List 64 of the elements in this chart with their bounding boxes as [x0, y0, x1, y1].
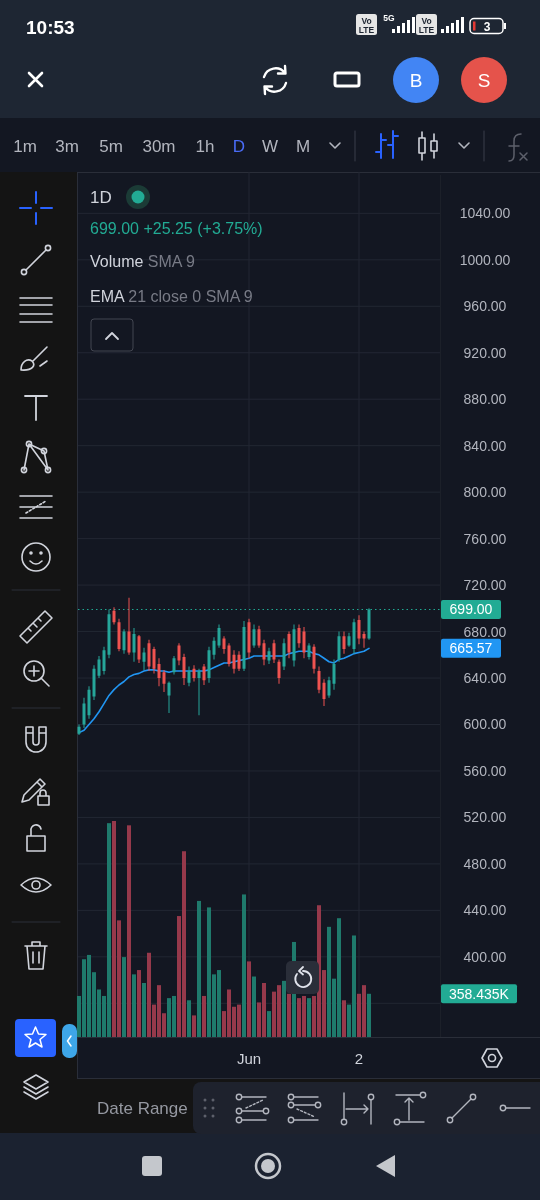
y-tick-label: 960.00: [463, 298, 507, 315]
text: 665.57: [449, 640, 493, 657]
y-tick-label: 520.00: [463, 809, 507, 826]
text: 1m: [13, 136, 37, 156]
text: S: [477, 69, 491, 91]
text: 3: [483, 19, 491, 34]
text: LTE: [358, 24, 375, 35]
text: 10:53: [26, 16, 75, 38]
y-tick-label: 840.00: [463, 437, 507, 454]
text: Vo: [421, 15, 432, 26]
y-tick-label: 440.00: [463, 902, 507, 919]
bar: [122, 957, 126, 1037]
text: M: [295, 136, 311, 156]
bar: [242, 894, 246, 1037]
y-tick-label: 1040.00: [459, 205, 511, 222]
text: B: [409, 69, 423, 91]
bar: [287, 993, 291, 1037]
y-tick-label: 640.00: [463, 670, 507, 687]
annotation: EMA 21 close 0 SMA 9: [90, 287, 253, 305]
text: 3m: [55, 136, 79, 156]
bar: [202, 995, 206, 1037]
y-tick-label: 560.00: [463, 762, 507, 779]
y-tick-label: 720.00: [463, 577, 507, 594]
y-tick-label: 680.00: [463, 623, 507, 640]
text: 358.435K: [449, 985, 510, 1002]
bar: [252, 976, 256, 1037]
bar: [142, 983, 146, 1037]
candlestick: [197, 668, 201, 716]
bar: [307, 998, 311, 1037]
line-series: [78, 647, 370, 734]
bar: [282, 980, 286, 1037]
text: Date Range: [97, 1098, 188, 1118]
y-tick-label: 800.00: [463, 484, 507, 501]
y-tick-label: 1000.00: [459, 251, 511, 268]
y-tick-label: 920.00: [463, 344, 507, 361]
text: 5m: [99, 136, 123, 156]
bar: [137, 970, 141, 1037]
x-tick-label: Jun: [236, 1049, 262, 1067]
y-tick-label: 760.00: [463, 530, 507, 547]
text: 1D: [90, 187, 112, 207]
bar: [342, 1000, 346, 1037]
text: D: [232, 136, 246, 156]
bar: [187, 1000, 191, 1037]
ref-line-label: 699.00: [449, 601, 493, 618]
bar: [267, 1011, 271, 1037]
bar: [127, 825, 131, 1037]
text: 5G: [383, 13, 396, 23]
bar: [367, 993, 371, 1037]
x-tick-label: 2: [354, 1049, 364, 1067]
y-tick-label: 400.00: [463, 948, 507, 965]
text: LTE: [418, 24, 435, 35]
y-tick-label: 600.00: [463, 716, 507, 733]
text: Vo: [361, 15, 372, 26]
text: 1h: [195, 136, 215, 156]
bar: [192, 1015, 196, 1037]
bar: [247, 961, 251, 1037]
bar: [132, 974, 136, 1037]
text: W: [261, 136, 279, 156]
y-tick-label: 880.00: [463, 391, 507, 408]
bar: [197, 900, 201, 1037]
y-tick-label: 480.00: [463, 855, 507, 872]
annotation: 699.00 +25.25 (+3.75%): [90, 219, 263, 237]
text: 30m: [142, 136, 176, 156]
annotation: Volume SMA 9: [90, 252, 196, 270]
